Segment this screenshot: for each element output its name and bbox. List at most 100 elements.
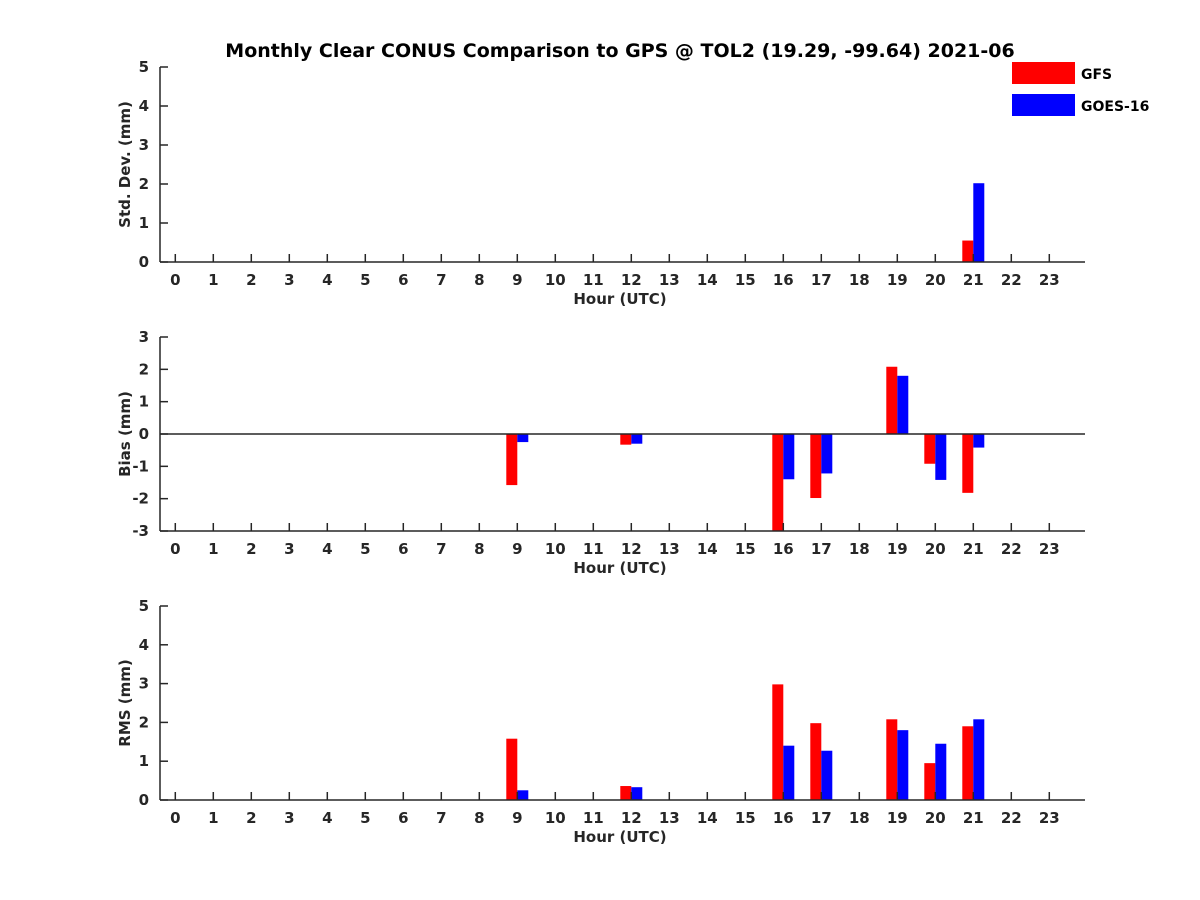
xtick-label-bias-2: 2 xyxy=(246,540,256,558)
bar-stddev-gfs-21 xyxy=(962,240,974,262)
xtick-label-stddev-8: 8 xyxy=(474,271,484,289)
legend-swatch-gfs xyxy=(1012,62,1075,84)
xtick-label-stddev-13: 13 xyxy=(659,271,680,289)
xtick-label-bias-0: 0 xyxy=(170,540,180,558)
xtick-label-stddev-1: 1 xyxy=(208,271,218,289)
xtick-label-bias-21: 21 xyxy=(963,540,984,558)
xtick-label-rms-1: 1 xyxy=(208,809,218,827)
ytick-label-stddev-0: 0 xyxy=(139,253,149,271)
xtick-label-bias-8: 8 xyxy=(474,540,484,558)
ytick-label-bias--3: -3 xyxy=(132,522,149,540)
xtick-label-stddev-10: 10 xyxy=(545,271,566,289)
bar-rms-gfs-21 xyxy=(962,726,974,800)
xlabel-bias: Hour (UTC) xyxy=(573,559,666,577)
bar-bias-gfs-17 xyxy=(810,434,822,499)
xtick-label-stddev-11: 11 xyxy=(583,271,604,289)
xtick-label-rms-5: 5 xyxy=(360,809,370,827)
ytick-label-stddev-4: 4 xyxy=(139,97,149,115)
legend-swatch-goes-16 xyxy=(1012,94,1075,116)
xtick-label-bias-7: 7 xyxy=(436,540,446,558)
xtick-label-stddev-23: 23 xyxy=(1039,271,1060,289)
bar-rms-goes-16-21 xyxy=(973,719,985,800)
xtick-label-stddev-2: 2 xyxy=(246,271,256,289)
ytick-label-rms-5: 5 xyxy=(139,597,149,615)
bar-bias-gfs-19 xyxy=(886,366,898,434)
xtick-label-stddev-20: 20 xyxy=(925,271,946,289)
bar-rms-goes-16-9 xyxy=(517,790,529,800)
bar-bias-gfs-9 xyxy=(506,434,518,486)
bar-rms-goes-16-17 xyxy=(821,750,833,800)
bar-rms-gfs-20 xyxy=(924,763,936,800)
ylabel-bias: Bias (mm) xyxy=(116,391,134,477)
xtick-label-rms-23: 23 xyxy=(1039,809,1060,827)
bar-rms-goes-16-12 xyxy=(631,787,643,800)
chart-title: Monthly Clear CONUS Comparison to GPS @ … xyxy=(225,40,1014,62)
xtick-label-stddev-5: 5 xyxy=(360,271,370,289)
ytick-label-rms-1: 1 xyxy=(139,752,149,770)
xtick-label-rms-15: 15 xyxy=(735,809,756,827)
ytick-label-bias-1: 1 xyxy=(139,393,149,411)
bar-rms-goes-16-20 xyxy=(935,743,947,800)
xtick-label-stddev-9: 9 xyxy=(512,271,522,289)
ylabel-stddev: Std. Dev. (mm) xyxy=(116,101,134,228)
xtick-label-rms-13: 13 xyxy=(659,809,680,827)
ytick-label-rms-2: 2 xyxy=(139,713,149,731)
xtick-label-rms-10: 10 xyxy=(545,809,566,827)
bar-rms-gfs-16 xyxy=(772,684,784,800)
legend: GFS GOES-16 xyxy=(1012,62,1149,116)
xtick-label-bias-23: 23 xyxy=(1039,540,1060,558)
bar-stddev-goes-16-21 xyxy=(973,183,985,262)
xtick-label-bias-12: 12 xyxy=(621,540,642,558)
xtick-label-stddev-0: 0 xyxy=(170,271,180,289)
xtick-label-bias-17: 17 xyxy=(811,540,832,558)
xtick-label-rms-9: 9 xyxy=(512,809,522,827)
xtick-label-rms-6: 6 xyxy=(398,809,408,827)
ytick-label-rms-0: 0 xyxy=(139,791,149,809)
xtick-label-bias-4: 4 xyxy=(322,540,332,558)
xtick-label-rms-19: 19 xyxy=(887,809,908,827)
xtick-label-bias-20: 20 xyxy=(925,540,946,558)
xtick-label-bias-1: 1 xyxy=(208,540,218,558)
legend-label-goes-16: GOES-16 xyxy=(1081,99,1149,115)
ytick-label-bias--2: -2 xyxy=(132,490,149,508)
bar-bias-gfs-20 xyxy=(924,434,936,464)
xtick-label-rms-3: 3 xyxy=(284,809,294,827)
xtick-label-rms-16: 16 xyxy=(773,809,794,827)
bar-bias-goes-16-17 xyxy=(821,434,833,474)
xtick-label-bias-11: 11 xyxy=(583,540,604,558)
xlabel-stddev: Hour (UTC) xyxy=(573,290,666,308)
bar-bias-gfs-21 xyxy=(962,434,974,493)
bar-rms-gfs-12 xyxy=(620,786,632,800)
xtick-label-rms-0: 0 xyxy=(170,809,180,827)
xtick-label-stddev-16: 16 xyxy=(773,271,794,289)
xtick-label-rms-14: 14 xyxy=(697,809,718,827)
ytick-label-bias-0: 0 xyxy=(139,425,149,443)
xtick-label-rms-18: 18 xyxy=(849,809,870,827)
bar-bias-gfs-12 xyxy=(620,434,632,445)
bar-bias-goes-16-16 xyxy=(783,434,795,480)
xtick-label-bias-19: 19 xyxy=(887,540,908,558)
bar-bias-gfs-16 xyxy=(772,434,784,531)
ytick-label-rms-3: 3 xyxy=(139,675,149,693)
ytick-label-stddev-1: 1 xyxy=(139,214,149,232)
xtick-label-stddev-22: 22 xyxy=(1001,271,1022,289)
xtick-label-stddev-21: 21 xyxy=(963,271,984,289)
ytick-label-stddev-2: 2 xyxy=(139,175,149,193)
bar-rms-goes-16-16 xyxy=(783,745,795,800)
xtick-label-rms-21: 21 xyxy=(963,809,984,827)
xtick-label-bias-16: 16 xyxy=(773,540,794,558)
xtick-label-stddev-4: 4 xyxy=(322,271,332,289)
xtick-label-bias-6: 6 xyxy=(398,540,408,558)
xtick-label-bias-3: 3 xyxy=(284,540,294,558)
xtick-label-stddev-3: 3 xyxy=(284,271,294,289)
xtick-label-bias-18: 18 xyxy=(849,540,870,558)
xtick-label-stddev-12: 12 xyxy=(621,271,642,289)
xtick-label-bias-5: 5 xyxy=(360,540,370,558)
xtick-label-rms-8: 8 xyxy=(474,809,484,827)
xtick-label-stddev-17: 17 xyxy=(811,271,832,289)
legend-label-gfs: GFS xyxy=(1081,67,1112,83)
xtick-label-rms-7: 7 xyxy=(436,809,446,827)
